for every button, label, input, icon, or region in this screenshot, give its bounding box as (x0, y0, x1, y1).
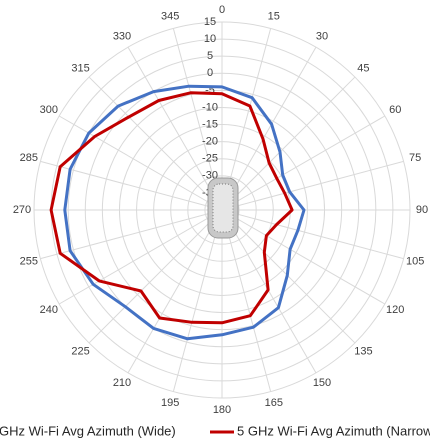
device-vent (212, 183, 234, 233)
r-tick-label: -20 (202, 136, 218, 148)
series-line (63, 84, 306, 341)
r-tick-label: 15 (204, 16, 216, 28)
grid-spoke (221, 209, 272, 392)
grid-spoke (221, 76, 356, 211)
r-tick-label: -25 (202, 153, 218, 165)
grid-spoke (221, 209, 386, 305)
r-tick-label: 0 (207, 67, 213, 79)
grid-spoke (127, 46, 223, 211)
angle-label: 165 (265, 397, 283, 409)
grid-spoke (221, 115, 386, 211)
legend-label: 5 GHz Wi-Fi Avg Azimuth (Narrow (237, 423, 430, 438)
angle-label: 270 (13, 204, 31, 216)
angle-label: 15 (268, 11, 280, 23)
series-line (49, 91, 294, 325)
angle-label: 90 (416, 204, 428, 216)
angle-label: 135 (354, 345, 372, 357)
r-tick-label: -10 (202, 101, 218, 113)
angle-label: 195 (161, 397, 179, 409)
angle-label: 240 (40, 304, 58, 316)
angle-label: 60 (389, 104, 401, 116)
angle-label: 150 (313, 377, 331, 389)
grid-spoke (221, 209, 317, 374)
grid-spoke (221, 209, 404, 260)
angle-label: 330 (113, 31, 131, 43)
angle-label: 105 (406, 256, 424, 268)
angle-label: 210 (113, 377, 131, 389)
angle-label: 30 (316, 31, 328, 43)
grid-spoke (58, 115, 223, 211)
angle-label: 315 (71, 62, 89, 74)
angle-label: 0 (219, 4, 225, 16)
angle-label: 120 (386, 304, 404, 316)
r-tick-label: -5 (205, 84, 215, 96)
grid-spoke (58, 209, 223, 305)
grid-spoke (127, 209, 223, 374)
angle-label: 255 (20, 256, 38, 268)
angle-label: 285 (20, 152, 38, 164)
grid-spoke (88, 76, 223, 211)
legend-label: GHz Wi-Fi Avg Azimuth (Wide) (0, 423, 176, 438)
grid-spoke (221, 46, 317, 211)
device-image (207, 177, 239, 239)
grid-spoke (88, 209, 223, 344)
angle-label: 225 (71, 345, 89, 357)
r-tick-label: 5 (207, 50, 213, 62)
angle-label: 75 (409, 152, 421, 164)
angle-label: 300 (40, 104, 58, 116)
angle-label: 180 (213, 404, 231, 416)
angle-label: 345 (161, 11, 179, 23)
grid-spoke (172, 209, 223, 392)
grid-spoke (221, 160, 404, 211)
r-tick-label: -15 (202, 118, 218, 130)
angle-label: 45 (357, 62, 369, 74)
r-tick-label: 10 (204, 33, 216, 45)
